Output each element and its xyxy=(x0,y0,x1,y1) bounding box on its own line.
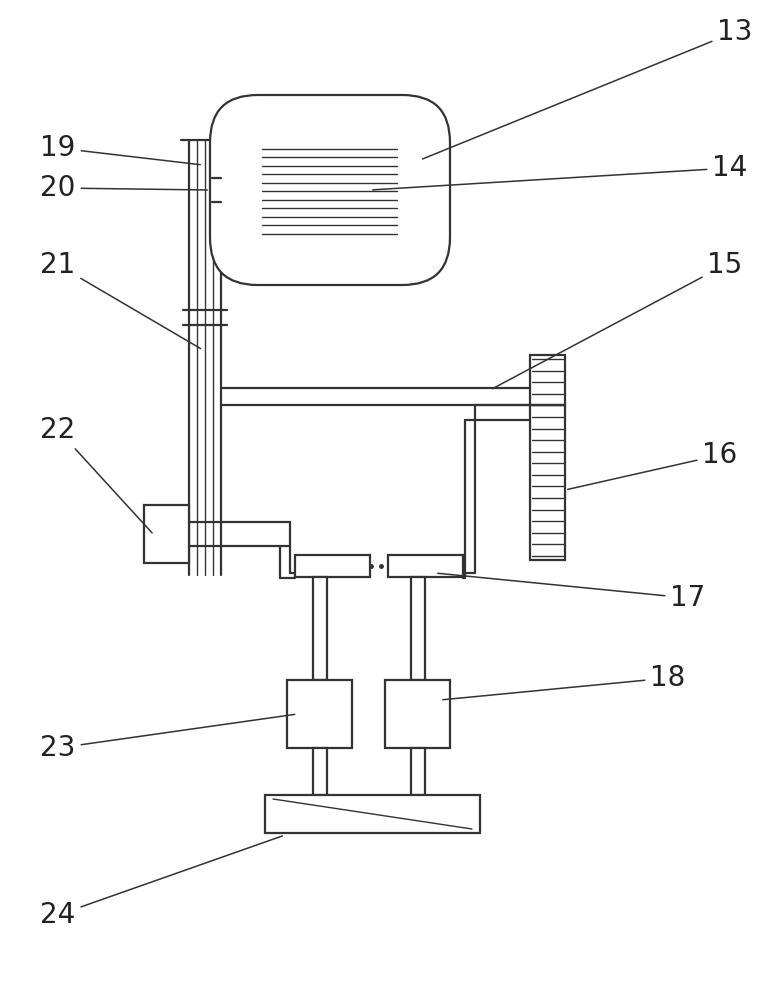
Text: 18: 18 xyxy=(443,664,685,700)
Bar xyxy=(530,355,565,560)
Text: 24: 24 xyxy=(40,836,282,929)
Text: 19: 19 xyxy=(40,134,200,165)
Bar xyxy=(295,555,370,577)
Bar xyxy=(265,795,480,833)
FancyBboxPatch shape xyxy=(210,95,450,285)
Bar xyxy=(288,680,352,748)
Bar xyxy=(386,680,450,748)
Text: 17: 17 xyxy=(438,573,706,612)
Text: 23: 23 xyxy=(40,714,295,762)
Text: 20: 20 xyxy=(40,174,207,202)
Bar xyxy=(313,577,327,680)
Bar xyxy=(411,577,425,680)
Text: 15: 15 xyxy=(492,251,743,389)
Text: 16: 16 xyxy=(568,441,738,489)
Bar xyxy=(144,505,189,563)
Bar xyxy=(411,748,425,795)
Text: 14: 14 xyxy=(373,154,748,190)
Bar xyxy=(313,748,327,795)
Text: 22: 22 xyxy=(40,416,152,533)
Text: 21: 21 xyxy=(40,251,201,349)
Text: 13: 13 xyxy=(422,18,752,159)
Bar xyxy=(388,555,463,577)
